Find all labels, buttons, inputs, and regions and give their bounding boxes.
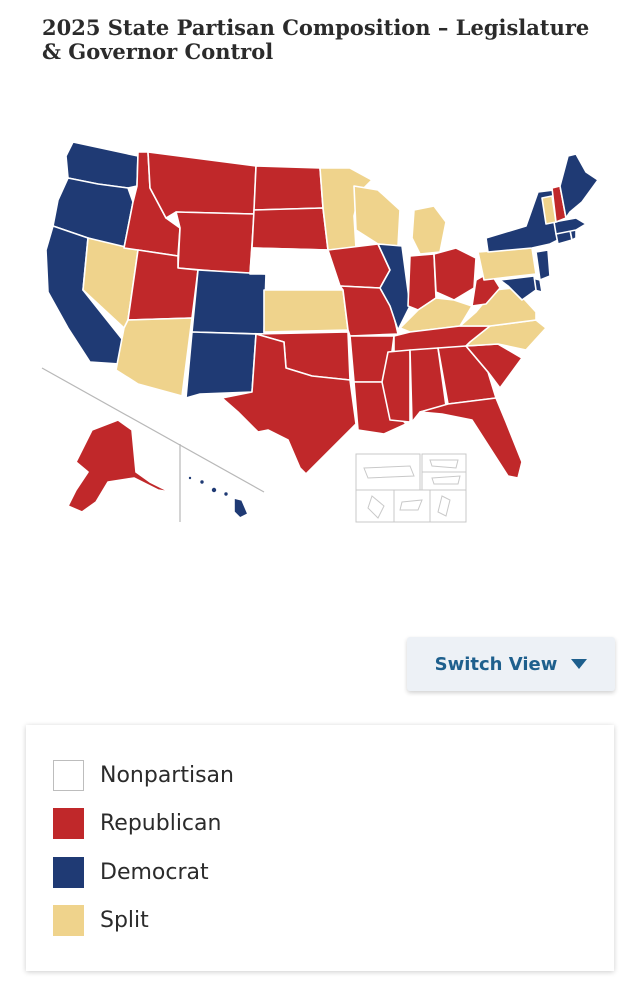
state-ME[interactable]	[559, 153, 599, 219]
state-GA[interactable]	[437, 345, 497, 405]
switch-view-button[interactable]: Switch View	[407, 637, 615, 691]
legend-swatch-nonpartisan	[53, 759, 84, 791]
legend-swatch-democrat	[53, 856, 84, 888]
state-MA[interactable]	[553, 217, 587, 235]
state-CO[interactable]	[191, 269, 267, 335]
chevron-down-icon	[571, 659, 588, 669]
legend-item-democrat: Democrat	[53, 848, 614, 897]
state-ND[interactable]	[253, 165, 324, 211]
inset-divider	[41, 367, 265, 493]
switch-view-label: Switch View	[434, 653, 558, 675]
state-TX[interactable]	[221, 333, 357, 475]
state-KS[interactable]	[263, 289, 349, 333]
state-WV[interactable]	[471, 271, 501, 307]
state-OH[interactable]	[433, 247, 477, 301]
legend-label: Democrat	[100, 859, 209, 885]
map-legend: Nonpartisan Republican Democrat Split	[26, 725, 614, 971]
state-WI[interactable]	[353, 185, 401, 247]
state-AK[interactable]	[67, 419, 171, 513]
legend-label: Nonpartisan	[100, 762, 234, 788]
state-WY[interactable]	[175, 211, 255, 275]
state-MS[interactable]	[381, 349, 411, 423]
state-MI[interactable]	[411, 205, 447, 255]
state-NJ[interactable]	[535, 249, 551, 281]
state-PA[interactable]	[477, 247, 537, 281]
legend-swatch-republican	[53, 808, 84, 840]
state-MD[interactable]	[499, 275, 537, 301]
territories-inset	[355, 453, 467, 523]
page-title: 2025 State Partisan Composition – Legisl…	[42, 15, 590, 64]
legend-item-split: Split	[53, 897, 614, 946]
state-SD[interactable]	[251, 207, 329, 251]
state-HI[interactable]	[187, 475, 249, 519]
state-MT[interactable]	[147, 151, 257, 219]
state-FL[interactable]	[419, 397, 523, 479]
legend-label: Split	[100, 908, 149, 934]
legend-item-nonpartisan: Nonpartisan	[53, 751, 614, 800]
state-NM[interactable]	[185, 331, 257, 399]
us-state-map[interactable]	[38, 130, 608, 530]
state-AZ[interactable]	[115, 317, 193, 397]
legend-swatch-split	[53, 905, 84, 937]
state-IL[interactable]	[377, 243, 411, 331]
legend-item-republican: Republican	[53, 800, 614, 849]
legend-label: Republican	[100, 811, 222, 837]
state-VA[interactable]	[459, 287, 537, 327]
